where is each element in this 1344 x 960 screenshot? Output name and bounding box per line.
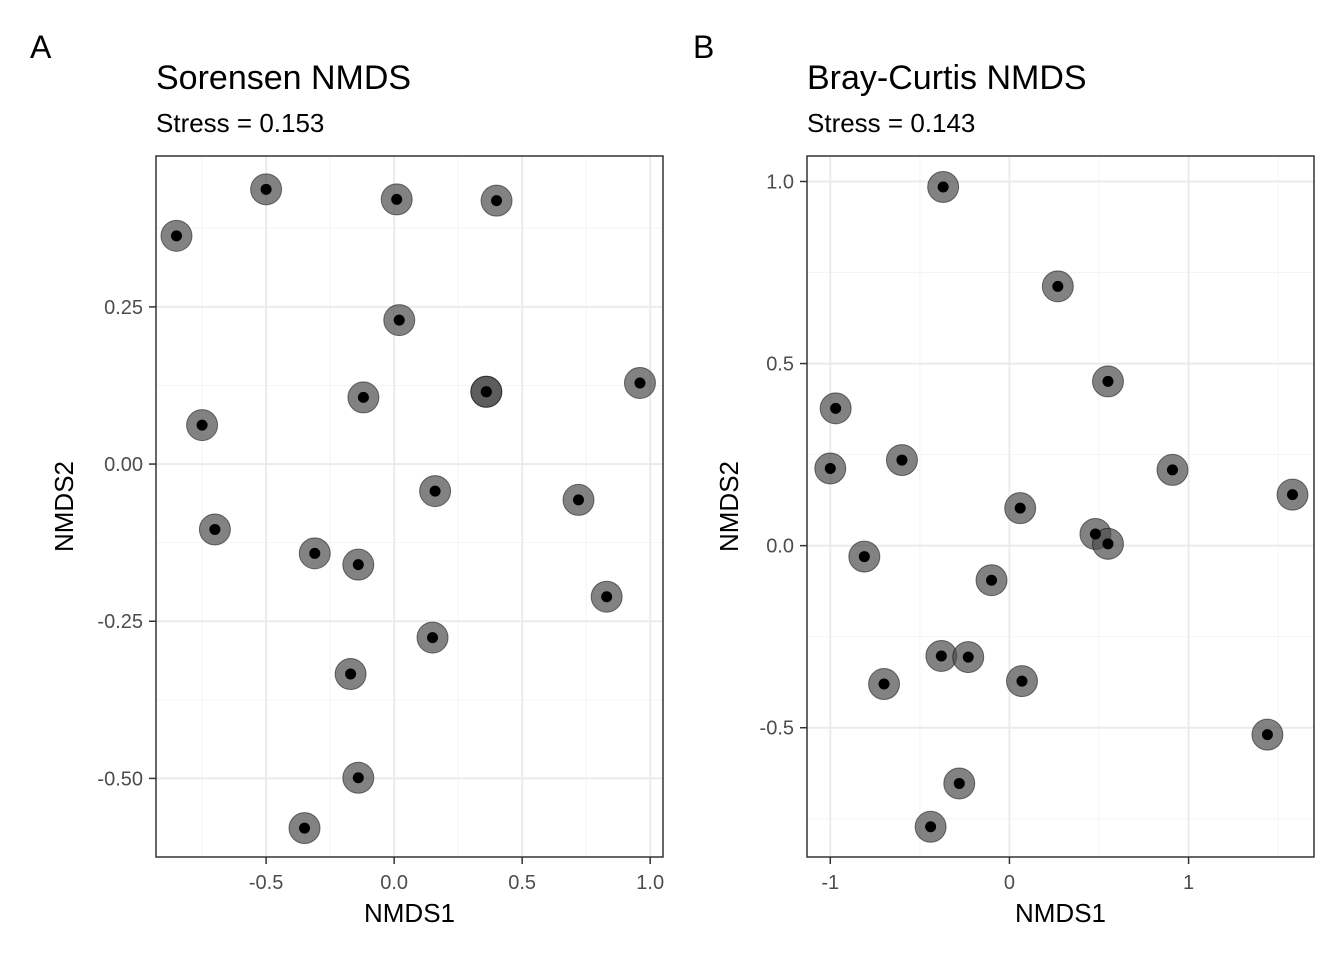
data-point <box>935 650 947 662</box>
data-point <box>896 454 908 466</box>
x-tick-label: 1.0 <box>636 872 664 894</box>
data-point <box>953 777 965 789</box>
data-point <box>1287 489 1299 501</box>
data-point <box>352 772 364 784</box>
data-point <box>391 193 403 205</box>
data-point <box>573 494 584 506</box>
data-point <box>986 574 998 586</box>
data-point <box>878 678 890 690</box>
data-point <box>634 377 646 389</box>
data-point <box>824 462 836 474</box>
data-point <box>1089 528 1101 540</box>
points <box>814 170 1309 843</box>
data-point <box>962 651 974 663</box>
panel-b: B Bray-Curtis NMDS Stress = 0.143 -1 0 1 -0… <box>693 29 1315 928</box>
panel-tag: B <box>693 29 714 65</box>
data-point <box>1052 280 1064 292</box>
data-point <box>1102 538 1114 550</box>
data-point <box>601 591 613 603</box>
points <box>160 173 656 845</box>
axis-ticks: -1 0 1 -0.5 0.0 0.5 1.0 <box>760 171 1195 894</box>
data-point <box>196 419 208 431</box>
data-point <box>1016 675 1028 687</box>
data-point <box>491 195 503 207</box>
grid <box>807 156 1314 857</box>
x-tick-label: 1 <box>1183 872 1194 894</box>
data-point <box>170 230 182 242</box>
y-tick-label: 0.0 <box>766 536 794 558</box>
data-point <box>1261 729 1273 741</box>
data-point <box>299 822 311 834</box>
data-point <box>830 402 842 414</box>
y-tick-label: 0.25 <box>104 297 143 319</box>
x-tick-label: -1 <box>821 872 839 894</box>
x-tick-label: 0.0 <box>380 872 408 894</box>
x-axis-title: NMDS1 <box>1015 898 1106 928</box>
x-axis-title: NMDS1 <box>364 898 455 928</box>
data-point <box>309 547 321 559</box>
data-point <box>937 181 949 193</box>
panel-tag: A <box>30 29 52 65</box>
panel-a: A Sorensen NMDS Stress = 0.153 -0.5 0.0 0.… <box>30 29 664 928</box>
plot-frame <box>806 155 1315 858</box>
data-point <box>858 551 870 563</box>
chart-subtitle: Stress = 0.143 <box>807 108 975 138</box>
data-point <box>427 632 439 644</box>
x-tick-label: 0 <box>1004 872 1015 894</box>
chart-title: Bray-Curtis NMDS <box>807 59 1087 97</box>
chart-title: Sorensen NMDS <box>156 59 411 97</box>
plot-frame <box>155 155 664 858</box>
data-point <box>260 183 272 195</box>
y-tick-label: -0.5 <box>760 718 794 740</box>
data-point <box>925 821 937 833</box>
grid <box>156 156 663 857</box>
data-point <box>480 386 492 398</box>
data-point <box>352 559 364 571</box>
data-point <box>1014 502 1026 514</box>
chart-subtitle: Stress = 0.153 <box>156 108 324 138</box>
data-point <box>1102 375 1114 387</box>
data-point <box>1166 464 1178 476</box>
x-tick-label: -0.5 <box>249 872 283 894</box>
x-tick-label: 0.5 <box>508 872 536 894</box>
y-axis-title: NMDS2 <box>49 461 79 552</box>
y-tick-label: -0.50 <box>97 768 143 790</box>
y-tick-label: 0.5 <box>766 354 794 376</box>
data-point <box>357 391 369 403</box>
axis-ticks: -0.5 0.0 0.5 1.0 -0.50 -0.25 0.00 0.25 <box>97 297 664 894</box>
y-axis-title: NMDS2 <box>714 461 744 552</box>
y-tick-label: 0.00 <box>104 454 143 476</box>
data-point <box>345 668 357 680</box>
y-tick-label: 1.0 <box>766 171 794 193</box>
data-point <box>393 314 405 326</box>
data-point <box>209 523 221 535</box>
data-point <box>429 485 441 497</box>
y-tick-label: -0.25 <box>97 611 143 633</box>
